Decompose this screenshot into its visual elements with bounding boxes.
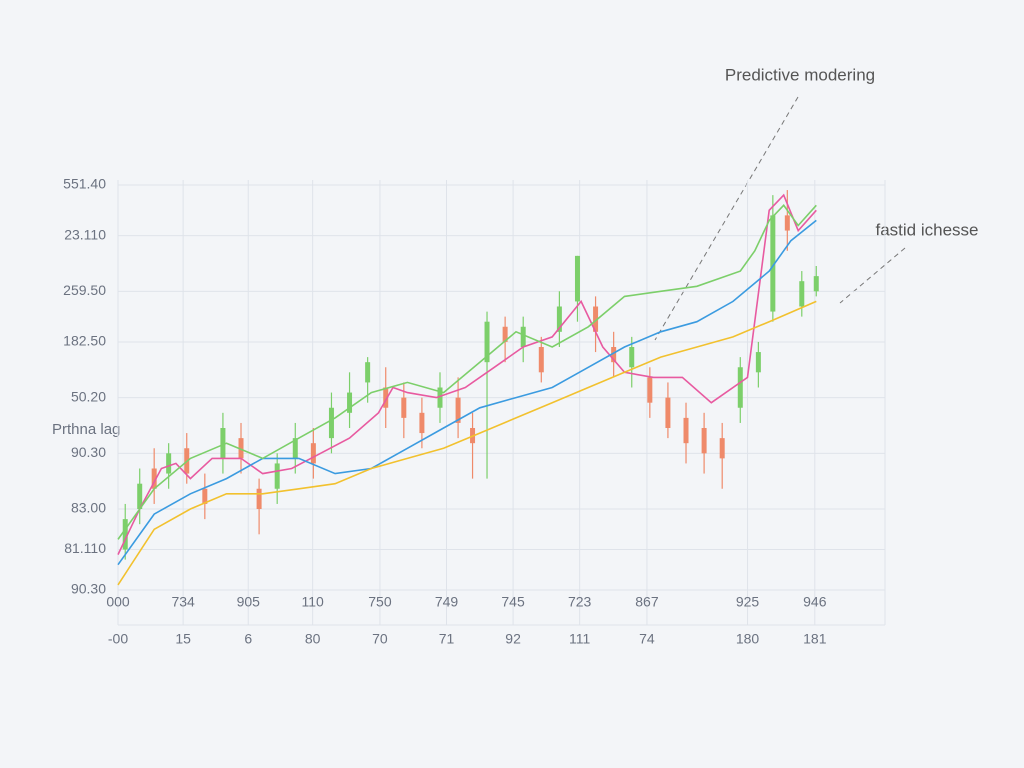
candle-body <box>220 428 226 459</box>
x-tick-label-secondary: 71 <box>439 631 455 647</box>
candle-body <box>520 326 526 347</box>
candle-body <box>202 488 208 504</box>
candle-body <box>737 367 743 408</box>
candle-body <box>347 392 353 413</box>
candle-body <box>538 347 544 373</box>
candle-body <box>122 519 128 550</box>
line-series <box>117 204 817 540</box>
candle-body <box>437 387 443 408</box>
candle-body <box>328 407 334 439</box>
y-tick-label: 90.30 <box>71 444 106 460</box>
annotation: Predictive modering <box>725 65 875 84</box>
candle-body <box>502 326 508 342</box>
y-tick-label: 83.00 <box>71 500 106 516</box>
y-tick-label: 50.20 <box>71 388 106 404</box>
candle-body <box>770 215 776 312</box>
x-tick-label-secondary: 70 <box>372 631 388 647</box>
candle-body <box>166 453 172 474</box>
candle-body <box>256 488 262 509</box>
candle-body <box>292 438 298 459</box>
x-tick-label: 749 <box>435 594 459 610</box>
x-tick-label: 905 <box>237 594 261 610</box>
annotation: fastid ichesse <box>876 220 979 239</box>
y-tick-label: 81.110 <box>64 540 106 556</box>
candle-body <box>484 321 490 363</box>
x-tick-label-secondary: 181 <box>803 631 827 647</box>
x-tick-label: 110 <box>301 594 324 610</box>
x-tick-label: 745 <box>501 594 525 610</box>
candle-body <box>719 438 725 459</box>
line-series <box>117 219 817 566</box>
candle-body <box>310 443 316 464</box>
candle-body <box>137 483 143 509</box>
x-tick-label: 946 <box>803 594 827 610</box>
candle-body <box>238 438 244 459</box>
y-tick-label: 23.110 <box>64 226 106 242</box>
candle-body <box>813 276 819 292</box>
line-series <box>117 193 817 555</box>
x-tick-label: 750 <box>368 594 392 610</box>
y-tick-label: 551.40 <box>63 176 106 192</box>
annotation-line <box>839 247 906 304</box>
candle-body <box>383 387 389 408</box>
candle-body <box>455 397 461 423</box>
candle-body <box>784 215 790 231</box>
x-tick-label-secondary: 6 <box>244 631 252 647</box>
candle-body <box>629 347 635 368</box>
x-tick-label-secondary: 74 <box>639 631 655 647</box>
candle-body <box>401 397 407 418</box>
candle-body <box>799 281 805 307</box>
candle-body <box>665 397 671 428</box>
x-tick-label: 867 <box>635 594 659 610</box>
x-tick-label-secondary: 111 <box>569 631 590 647</box>
candle-body <box>365 362 371 383</box>
x-tick-label-secondary: 80 <box>305 631 321 647</box>
candle-body <box>755 352 761 373</box>
x-tick-label-secondary: 92 <box>505 631 521 647</box>
candle-body <box>683 417 689 444</box>
x-tick-label: 000 <box>106 594 130 610</box>
y-axis-label: Prthna lag <box>52 421 120 438</box>
candle-body <box>647 377 653 403</box>
x-tick-label-secondary: 15 <box>175 631 191 647</box>
y-tick-label: 182.50 <box>63 333 106 349</box>
y-tick-label: 259.50 <box>63 282 106 298</box>
annotation-line <box>654 96 799 341</box>
candle-body <box>611 347 617 363</box>
candle-body <box>419 412 425 434</box>
x-tick-label: 723 <box>568 594 592 610</box>
candle-body <box>593 306 599 332</box>
candle-body <box>556 306 562 332</box>
x-tick-label-secondary: -00 <box>108 631 128 647</box>
x-tick-label: 925 <box>736 594 760 610</box>
x-tick-label-secondary: 180 <box>736 631 760 647</box>
y-tick-label: 90.30 <box>71 581 106 597</box>
candle-body <box>151 468 157 489</box>
line-series <box>117 300 817 586</box>
candle-body <box>701 428 707 454</box>
candle-body <box>274 463 280 489</box>
x-tick-label: 734 <box>171 594 195 610</box>
candle-body <box>574 255 580 302</box>
